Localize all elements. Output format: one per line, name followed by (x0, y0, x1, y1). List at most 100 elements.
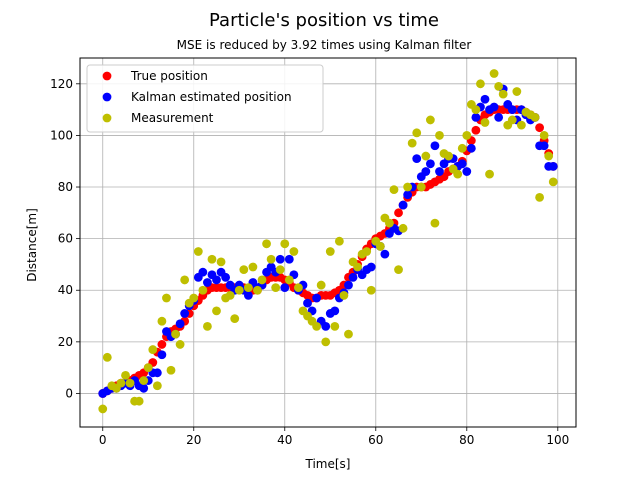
data-point (316, 280, 326, 290)
data-point (275, 265, 285, 274)
data-points (98, 69, 558, 414)
data-point (157, 316, 167, 326)
data-point (507, 105, 517, 115)
data-point (362, 247, 372, 256)
data-point (366, 262, 376, 272)
data-point (262, 239, 271, 249)
data-point (284, 254, 294, 264)
legend-marker (102, 71, 112, 81)
data-point (152, 368, 162, 378)
data-point (344, 329, 353, 339)
data-point (243, 290, 253, 300)
x-axis-label: Time[s] (305, 457, 351, 471)
y-tick-label: 40 (58, 283, 73, 297)
legend-label: True position (130, 69, 208, 83)
data-point (430, 141, 440, 151)
data-point (102, 352, 112, 362)
data-point (485, 169, 494, 179)
data-point (330, 321, 340, 331)
x-tick-label: 20 (186, 433, 201, 447)
data-point (380, 249, 390, 259)
data-point (344, 280, 353, 290)
y-tick-label: 100 (50, 128, 73, 142)
data-point (275, 254, 285, 264)
data-point (403, 182, 413, 192)
y-tick-label: 20 (58, 335, 73, 349)
data-point (466, 143, 476, 153)
data-point (239, 265, 249, 274)
data-point (193, 247, 203, 256)
data-point (148, 345, 158, 354)
data-point (143, 363, 153, 373)
data-point (494, 81, 504, 91)
plot-frame (79, 57, 577, 428)
data-point (421, 167, 431, 176)
data-point (548, 177, 558, 187)
data-point (280, 283, 290, 293)
data-point (339, 290, 349, 300)
data-point (225, 290, 235, 300)
data-point (157, 350, 167, 360)
data-point (325, 247, 335, 256)
data-point (535, 123, 544, 133)
data-point (234, 285, 244, 295)
data-point (212, 275, 221, 285)
legend-box (86, 64, 324, 133)
data-point (375, 241, 385, 251)
data-point (248, 262, 258, 272)
data-point (394, 208, 403, 218)
data-point (212, 306, 221, 316)
data-point (430, 218, 440, 228)
data-point (312, 321, 322, 331)
legend-label: Kalman estimated position (131, 90, 292, 104)
data-point (180, 275, 190, 285)
data-point (230, 314, 240, 324)
data-point (180, 309, 190, 318)
data-point (480, 94, 490, 104)
data-point (457, 159, 467, 169)
data-point (462, 167, 472, 176)
data-point (412, 128, 422, 138)
data-point (530, 112, 540, 122)
data-point (348, 272, 358, 282)
data-point (544, 151, 554, 161)
y-tick-label: 120 (50, 77, 73, 91)
data-point (152, 381, 162, 391)
data-point (166, 365, 176, 375)
data-point (98, 404, 108, 414)
data-point (125, 378, 135, 388)
data-point (271, 283, 281, 293)
data-point (489, 69, 499, 78)
data-point (480, 118, 490, 127)
legend: True position Kalman estimated position Me… (86, 64, 324, 133)
chart-title: Particle's position vs time (209, 10, 439, 31)
data-point (243, 283, 253, 293)
data-point (257, 275, 267, 285)
data-point (489, 102, 499, 112)
data-point (507, 115, 517, 125)
data-point (198, 285, 208, 295)
data-point (403, 190, 413, 200)
x-tick-label: 0 (99, 433, 107, 447)
x-tick-label: 60 (368, 433, 383, 447)
data-point (471, 105, 481, 115)
data-point (334, 236, 344, 246)
data-point (175, 340, 185, 349)
data-point (389, 185, 399, 195)
data-point (457, 143, 467, 153)
series-2 (98, 69, 558, 414)
data-point (221, 272, 231, 282)
data-point (353, 262, 362, 272)
data-point (203, 278, 212, 287)
data-point (421, 151, 431, 161)
y-tick-label: 80 (58, 180, 73, 194)
data-point (471, 112, 481, 122)
data-point (394, 265, 403, 274)
data-point (516, 120, 526, 130)
data-point (162, 293, 171, 303)
data-point (116, 378, 126, 388)
data-point (398, 223, 408, 233)
x-tick-label: 80 (459, 433, 474, 447)
data-point (157, 340, 167, 349)
data-point (425, 159, 435, 169)
